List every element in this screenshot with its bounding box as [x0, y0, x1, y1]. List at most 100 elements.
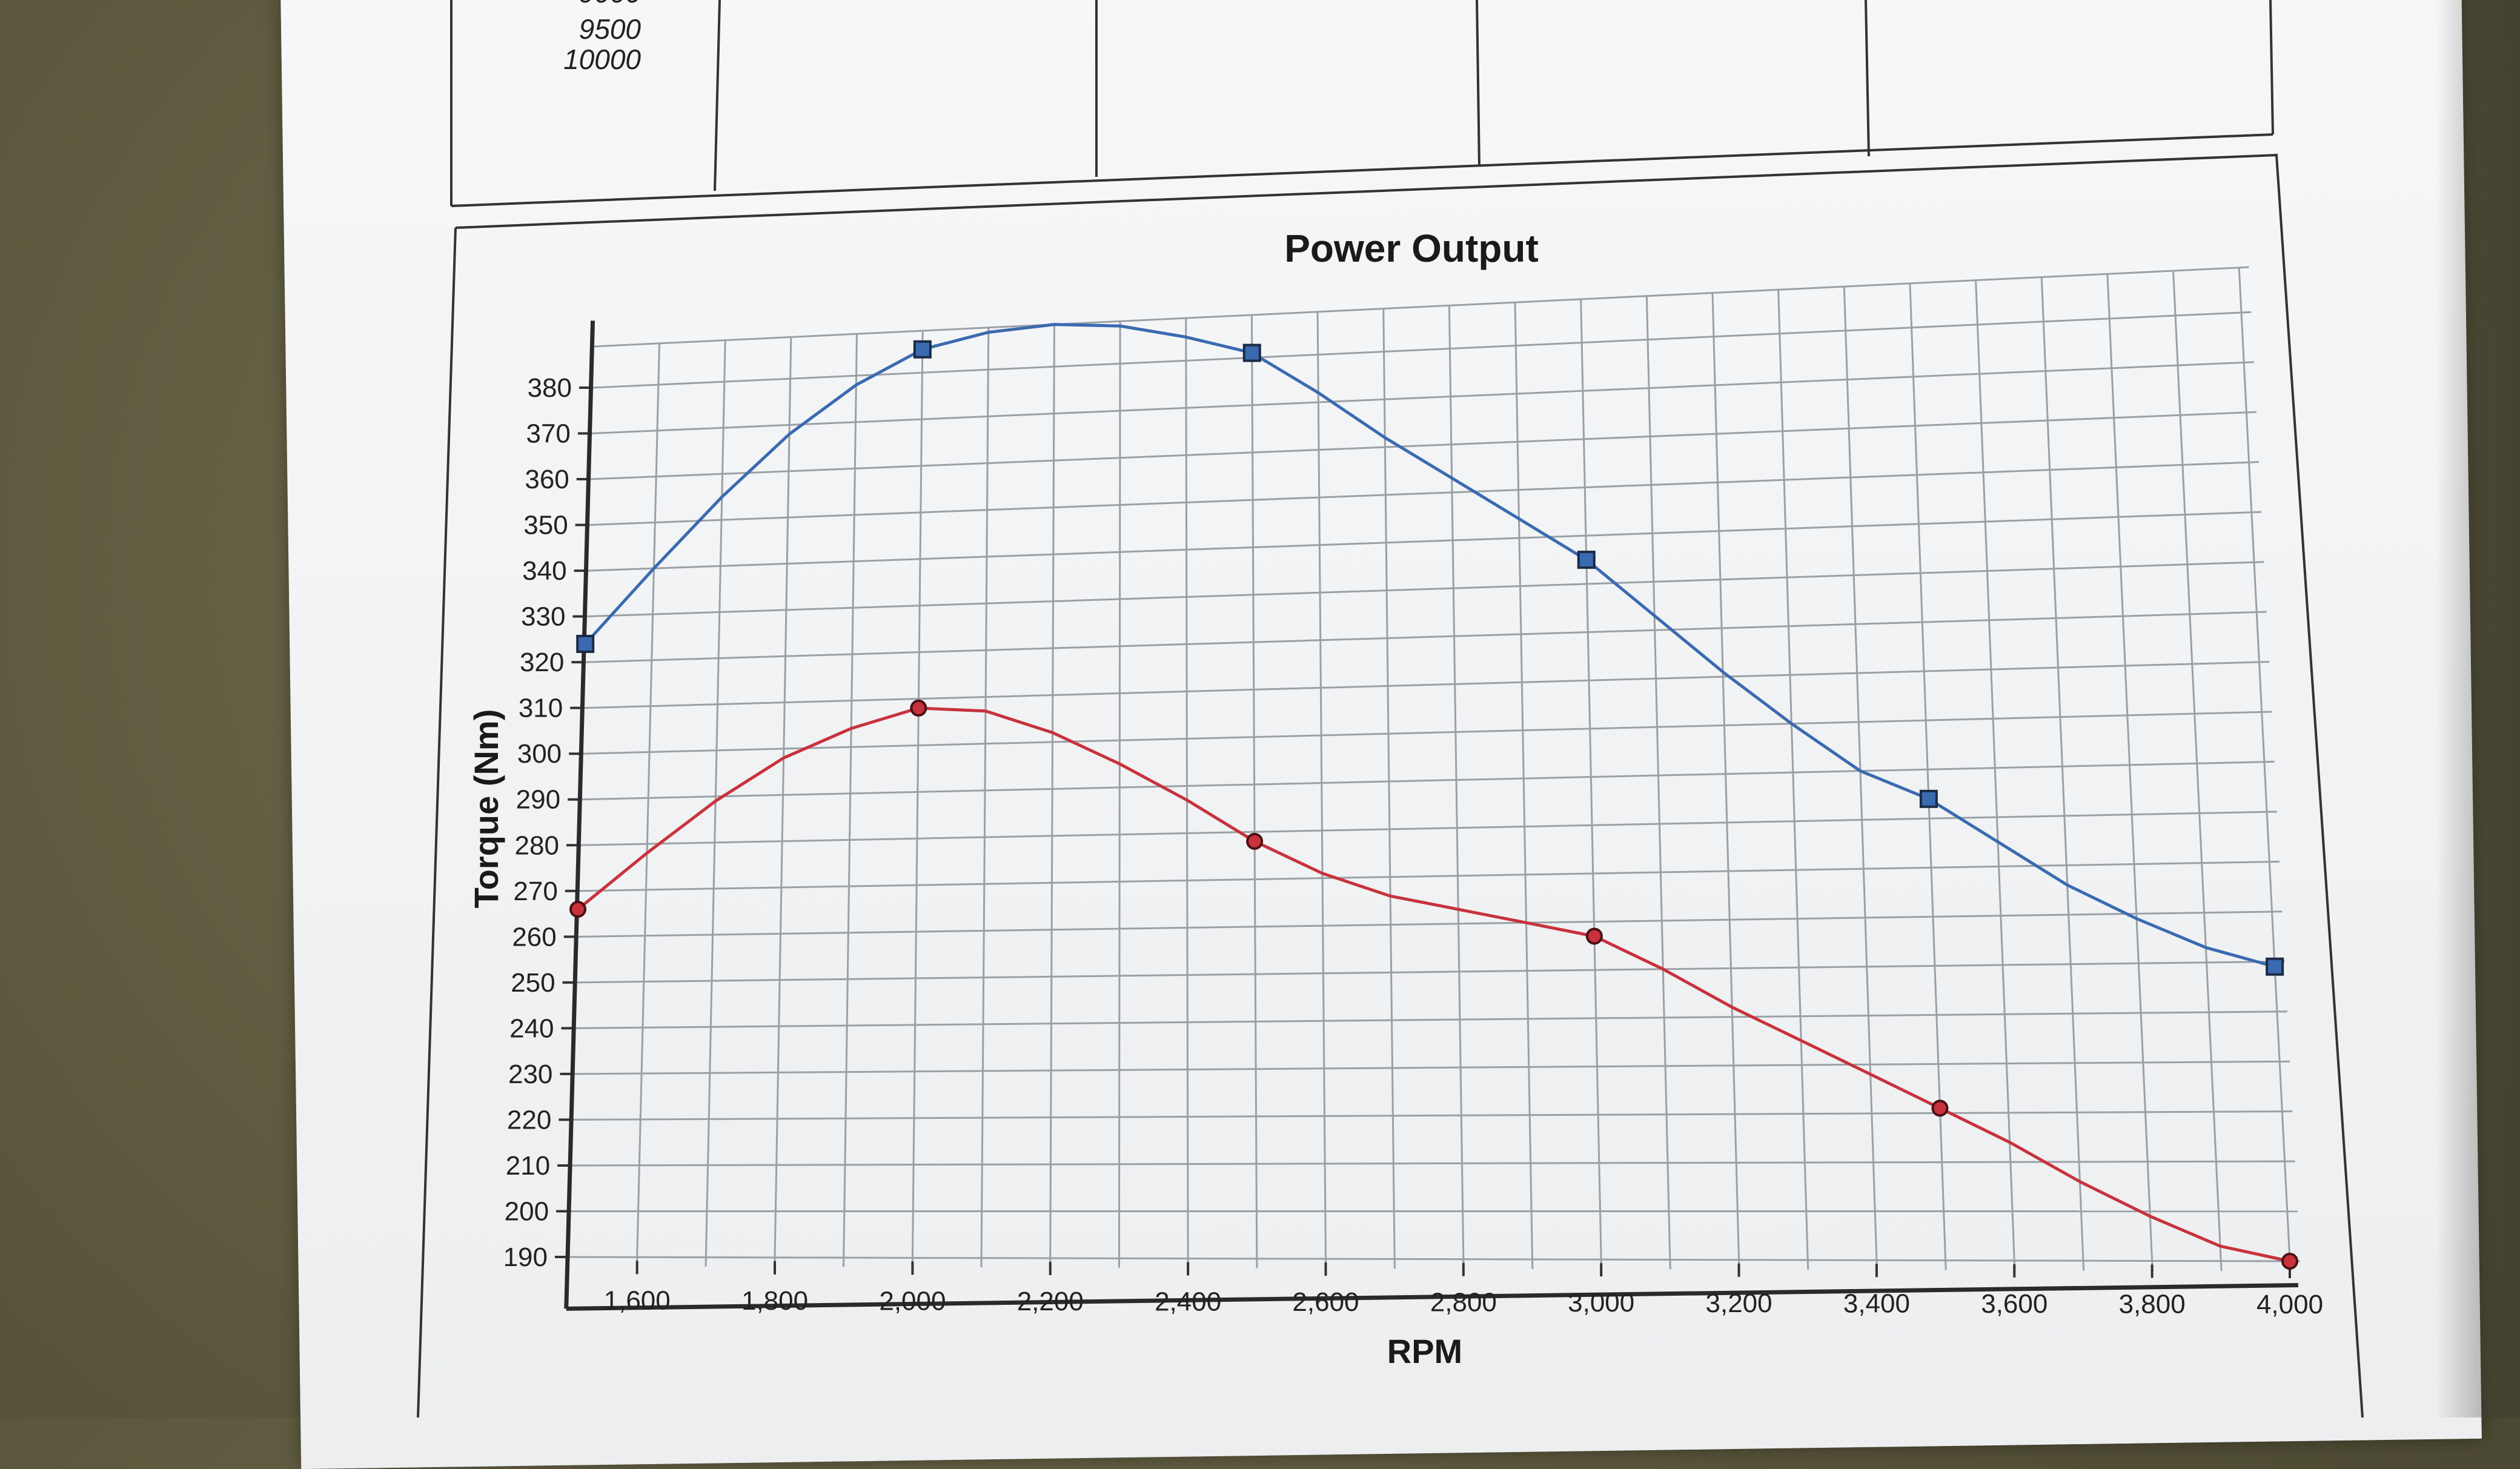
- grid-line-h: [588, 512, 2262, 571]
- x-tick-label: 3,200: [1706, 1288, 1772, 1318]
- chart-axes: [555, 320, 2298, 1308]
- chart-grid: [568, 267, 2300, 1271]
- y-tick-label: 350: [523, 511, 568, 540]
- y-tick-label: 250: [511, 968, 555, 998]
- series-line-2: [578, 708, 2290, 1261]
- y-tick-label: 230: [508, 1059, 552, 1089]
- grid-line-v: [1515, 302, 1533, 1269]
- x-tick-label: 3,800: [2119, 1289, 2186, 1319]
- x-tick-label: 3,600: [1981, 1289, 2047, 1319]
- y-tick-label: 270: [513, 877, 557, 906]
- data-point: [1244, 345, 1260, 361]
- chart-title: Power Output: [1284, 227, 1539, 270]
- y-axis-line: [566, 320, 593, 1308]
- y-tick-label: 260: [512, 922, 556, 952]
- x-tick-label: 2,400: [1155, 1287, 1221, 1317]
- grid-line-h: [573, 1061, 2290, 1074]
- data-point: [571, 902, 585, 917]
- grid-line-h: [594, 267, 2249, 347]
- x-tick-label: 4,000: [2256, 1290, 2323, 1319]
- grid-line-h: [583, 662, 2269, 708]
- grid-line-h: [580, 812, 2277, 845]
- chart-frame: [418, 155, 2362, 1418]
- data-point: [1247, 834, 1262, 849]
- grid-line-v: [706, 340, 725, 1267]
- grid-line-v: [1646, 296, 1670, 1270]
- y-tick-label: 240: [509, 1013, 554, 1043]
- data-point: [577, 636, 593, 652]
- grid-line-v: [1119, 321, 1120, 1267]
- grid-line-h: [572, 1112, 2292, 1120]
- data-point: [1932, 1101, 1947, 1115]
- y-tick-label: 220: [507, 1105, 551, 1135]
- x-tick-label: 1,600: [604, 1285, 671, 1315]
- y-tick-label: 280: [515, 831, 559, 860]
- grid-line-h: [586, 562, 2264, 617]
- grid-line-h: [579, 861, 2280, 890]
- grid-line-v: [2041, 277, 2083, 1270]
- y-tick-label: 360: [525, 465, 569, 494]
- grid-line-h: [575, 1012, 2287, 1029]
- grid-line-v: [1050, 325, 1055, 1268]
- grid-line-v: [844, 334, 857, 1267]
- y-tick-label: 210: [506, 1151, 550, 1181]
- y-tick-label: 370: [526, 419, 570, 449]
- grid-line-v: [1318, 312, 1326, 1268]
- data-point: [1579, 552, 1594, 568]
- grid-line-v: [1449, 305, 1464, 1268]
- x-tick-label: 2,000: [879, 1286, 946, 1316]
- grid-line-h: [568, 1257, 2300, 1261]
- series-markers: [571, 342, 2297, 1268]
- y-tick-label: 330: [521, 602, 565, 632]
- y-tick-label: 310: [519, 694, 563, 723]
- grid-line-h: [581, 761, 2275, 799]
- grid-line-v: [1844, 287, 1877, 1270]
- grid-line-v: [775, 337, 791, 1267]
- grid-line-v: [1779, 290, 1808, 1270]
- y-tick-label: 190: [503, 1242, 548, 1272]
- table-cell-10000: 10000: [563, 44, 641, 75]
- table-cell-9000: 9000: [579, 0, 642, 8]
- data-point: [911, 701, 926, 715]
- table-cell-9500: 9500: [579, 13, 642, 45]
- data-point: [2283, 1254, 2297, 1268]
- y-axis-title: Torque (Nm): [467, 709, 505, 909]
- x-tick-label: 3,400: [1843, 1288, 1910, 1318]
- power-output-chart: 9000 9500 10000 Power Output 190 200 210 22…: [0, 0, 2520, 1418]
- data-point: [915, 342, 930, 357]
- y-tick-label: 290: [516, 785, 560, 815]
- x-tick-label: 2,200: [1017, 1287, 1084, 1316]
- grid-line-h: [589, 462, 2259, 525]
- x-tick-label: 2,800: [1430, 1288, 1497, 1318]
- grid-line-v: [981, 328, 989, 1267]
- grid-line-v: [1976, 280, 2015, 1270]
- y-tick-label: 340: [522, 556, 566, 586]
- grid-line-v: [2174, 271, 2222, 1271]
- grid-line-v: [2107, 274, 2152, 1271]
- grid-line-h: [582, 712, 2272, 754]
- grid-line-v: [1910, 284, 1946, 1270]
- data-point: [1587, 929, 1602, 943]
- y-tick-label: 300: [517, 739, 562, 769]
- y-tick-label: 380: [528, 373, 572, 403]
- x-tick-label: 2,600: [1292, 1287, 1359, 1317]
- data-table-fragment: 9000 9500 10000: [451, 0, 2273, 206]
- grid-line-v: [1581, 299, 1602, 1269]
- data-point: [1921, 791, 1937, 807]
- data-point: [2267, 959, 2283, 975]
- grid-line-h: [577, 912, 2283, 937]
- grid-line-h: [571, 1161, 2295, 1166]
- grid-line-v: [1252, 315, 1256, 1268]
- grid-line-h: [576, 961, 2285, 983]
- grid-line-v: [1713, 293, 1739, 1269]
- y-tick-labels: 190 200 210 220 230 240 250 260 270 280 290 300 310 3…: [503, 373, 572, 1272]
- grid-line-h: [592, 312, 2251, 388]
- series-lines: [578, 325, 2290, 1261]
- x-tick-label: 3,000: [1568, 1288, 1634, 1318]
- grid-line-v: [1384, 309, 1395, 1269]
- grid-line-v: [637, 343, 659, 1267]
- y-tick-label: 200: [505, 1196, 549, 1226]
- x-axis-title: RPM: [1387, 1332, 1462, 1370]
- grid-line-v: [1186, 318, 1188, 1268]
